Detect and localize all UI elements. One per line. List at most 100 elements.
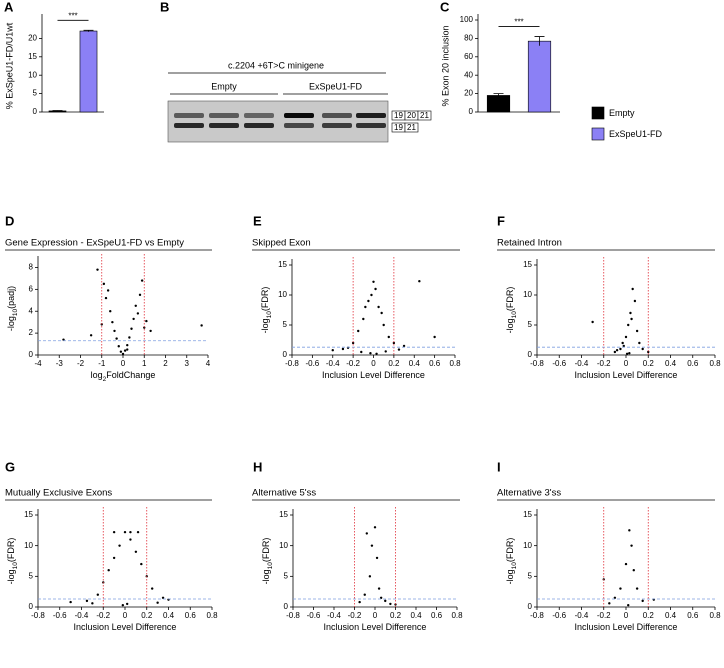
panel-letter: A bbox=[4, 0, 14, 14]
axis-label-part: (FDR) bbox=[6, 538, 16, 563]
axis-label-part: Inclusion Level Difference bbox=[322, 370, 425, 380]
y-tick-label: 15 bbox=[28, 52, 37, 61]
point bbox=[632, 569, 635, 572]
panel-letter: I bbox=[497, 459, 501, 474]
point bbox=[384, 350, 387, 353]
axis-label-part: (padj) bbox=[6, 286, 16, 309]
point bbox=[375, 556, 379, 560]
x-tick-label: 0 bbox=[624, 359, 629, 368]
x-tick-label: -0.4 bbox=[327, 611, 341, 620]
axis-label-part: -log bbox=[260, 318, 270, 333]
x-tick-label: -0.4 bbox=[75, 611, 89, 620]
axis-label: -log10(FDR) bbox=[261, 538, 274, 585]
point bbox=[111, 320, 114, 324]
gel-band bbox=[244, 123, 274, 128]
y-tick-label: 2 bbox=[29, 328, 34, 337]
axis-label-part: 10 bbox=[12, 309, 19, 317]
x-tick-label: 0.4 bbox=[665, 359, 677, 368]
axis-label-part: Inclusion Level Difference bbox=[575, 622, 678, 632]
point bbox=[382, 323, 385, 327]
point bbox=[85, 599, 89, 603]
y-tick-label: 5 bbox=[33, 89, 38, 98]
point bbox=[641, 599, 644, 603]
legend-label: ExSpeU1-FD bbox=[609, 129, 663, 139]
point bbox=[397, 348, 401, 351]
axis-label: log2FoldChange bbox=[91, 370, 156, 383]
axis-label: -log10(padj) bbox=[6, 286, 19, 331]
x-tick-label: 0.4 bbox=[665, 611, 677, 620]
point bbox=[647, 350, 650, 354]
point bbox=[123, 530, 127, 534]
x-tick-label: -0.6 bbox=[552, 611, 566, 620]
panel-letter: B bbox=[160, 0, 169, 14]
point bbox=[96, 593, 100, 596]
gel-band bbox=[284, 113, 314, 118]
point bbox=[121, 603, 125, 607]
point bbox=[143, 326, 146, 329]
point bbox=[591, 320, 594, 324]
point bbox=[112, 530, 116, 534]
bar bbox=[486, 95, 511, 113]
point bbox=[129, 530, 132, 534]
point bbox=[149, 329, 152, 333]
point bbox=[635, 329, 639, 333]
point bbox=[134, 550, 138, 553]
bar bbox=[79, 30, 98, 113]
point bbox=[608, 602, 611, 605]
point bbox=[128, 336, 131, 339]
x-tick-label: 3 bbox=[185, 359, 190, 368]
y-tick-label: 15 bbox=[523, 510, 532, 519]
point bbox=[156, 601, 159, 604]
exon-box bbox=[404, 122, 419, 133]
point bbox=[613, 596, 617, 599]
significance: *** bbox=[68, 11, 77, 20]
point bbox=[377, 305, 380, 309]
point bbox=[377, 587, 381, 590]
error-bar bbox=[52, 110, 63, 112]
point bbox=[132, 317, 135, 321]
y-tick-label: 15 bbox=[523, 260, 532, 269]
axis-label: Inclusion Level Difference bbox=[324, 622, 427, 632]
point bbox=[630, 544, 633, 547]
point bbox=[615, 349, 619, 352]
panel-letter: H bbox=[253, 459, 262, 474]
axis-label: Inclusion Level Difference bbox=[74, 622, 177, 632]
y-tick-label: 10 bbox=[24, 541, 33, 550]
gel-band bbox=[322, 113, 352, 118]
axis-label-part: Inclusion Level Difference bbox=[575, 370, 678, 380]
legend-swatch bbox=[591, 106, 605, 120]
gel-image bbox=[167, 100, 389, 143]
point bbox=[362, 317, 365, 321]
axis-label-part: -log bbox=[6, 316, 16, 331]
axis-label-part: 10 bbox=[511, 562, 518, 570]
axis-label-part: -log bbox=[6, 569, 16, 584]
y-tick-label: 20 bbox=[28, 34, 37, 43]
y-tick-label: 10 bbox=[523, 541, 532, 550]
point bbox=[368, 575, 372, 578]
point bbox=[126, 348, 129, 351]
exon-box bbox=[417, 110, 432, 121]
point bbox=[627, 323, 630, 327]
point bbox=[89, 334, 93, 337]
axis-label-part: FoldChange bbox=[106, 370, 155, 380]
point bbox=[106, 289, 110, 292]
significance: *** bbox=[514, 18, 523, 27]
y-tick-label: 5 bbox=[29, 571, 34, 580]
panel-letter: D bbox=[5, 213, 14, 228]
x-tick-label: -0.4 bbox=[326, 359, 340, 368]
gel-band bbox=[284, 123, 314, 128]
y-tick-label: 5 bbox=[528, 571, 533, 580]
x-tick-label: -0.2 bbox=[96, 611, 110, 620]
x-tick-label: -0.6 bbox=[552, 359, 566, 368]
point bbox=[134, 304, 137, 307]
y-tick-label: 15 bbox=[279, 510, 288, 519]
x-tick-label: 0.8 bbox=[709, 611, 721, 620]
gel-title: c.2204 +6T>C minigene bbox=[228, 60, 324, 70]
axis-label: % Exon 20 inclusion bbox=[440, 25, 450, 106]
point bbox=[117, 345, 120, 348]
x-tick-label: 0.6 bbox=[429, 359, 441, 368]
y-tick-label: 10 bbox=[279, 541, 288, 550]
x-tick-label: -2 bbox=[77, 359, 85, 368]
x-tick-label: 0.6 bbox=[687, 611, 699, 620]
x-tick-label: -0.8 bbox=[31, 611, 45, 620]
